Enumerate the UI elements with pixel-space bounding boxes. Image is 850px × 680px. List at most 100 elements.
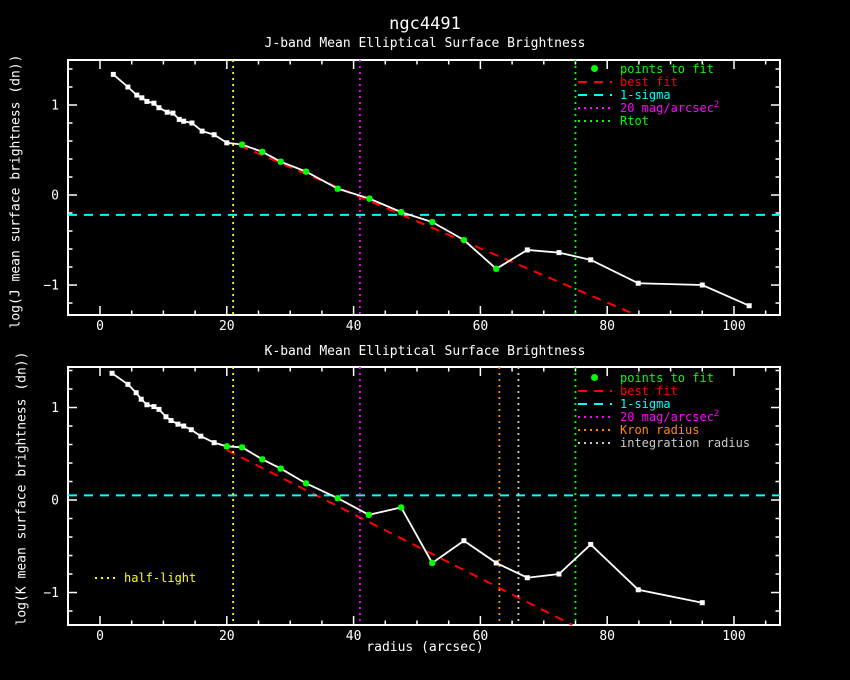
surface-brightness-profile-marker — [151, 100, 157, 106]
20-mag-arcsec-dotted-sample — [578, 410, 612, 423]
surface-brightness-profile-marker — [125, 84, 131, 90]
surface-brightness-profile-marker — [588, 541, 594, 547]
points-to-fit-dot-sample — [578, 371, 612, 384]
surface-brightness-profile-marker — [635, 587, 641, 593]
page-title: ngc4491 — [389, 14, 461, 34]
points-to-fit-marker — [493, 265, 500, 273]
legend-item-rtot: Rtot — [578, 113, 719, 128]
y-tick-label: 1 — [51, 401, 59, 416]
legend-item-best-fit: best fit — [578, 75, 719, 89]
points-to-fit-marker — [238, 444, 246, 451]
surface-brightness-profile-marker — [224, 140, 230, 146]
surface-brightness-profile-marker — [168, 417, 174, 423]
x-tick-label: 100 — [722, 319, 745, 334]
kband-panel-title: K-band Mean Elliptical Surface Brightnes… — [264, 344, 586, 359]
legend-label: Rtot — [620, 113, 649, 128]
surface-brightness-profile-marker — [461, 538, 467, 544]
y-tick-label: 0 — [51, 189, 59, 204]
legend-label-superscript: 2 — [713, 408, 720, 419]
surface-brightness-profile-marker — [699, 600, 705, 606]
surface-brightness-profile-marker — [138, 396, 144, 402]
surface-brightness-profile-marker — [199, 128, 205, 134]
legend-item-best-fit: best fit — [578, 384, 750, 398]
y-tick-label: −1 — [43, 586, 59, 601]
legend-label: points to fit — [620, 61, 714, 76]
x-tick-label: 60 — [473, 629, 489, 644]
x-tick-label: 80 — [599, 629, 615, 644]
surface-brightness-profile-marker — [125, 381, 131, 387]
points-to-fit-marker — [277, 465, 284, 472]
surface-brightness-profile-marker — [211, 132, 217, 138]
surface-brightness-profile-marker — [493, 560, 499, 566]
20-mag-arcsec-dotted-sample — [578, 101, 612, 114]
y-tick-label: 1 — [51, 99, 59, 114]
surface-brightness-profile-marker — [181, 423, 187, 429]
legend-item-1-sigma: 1-sigma — [578, 396, 750, 411]
best-fit-line — [226, 449, 573, 626]
kron-radius-dotted-sample — [578, 423, 612, 436]
points-to-fit-marker — [334, 185, 341, 192]
surface-brightness-profile-marker — [163, 414, 169, 420]
surface-brightness-profile-marker — [524, 247, 530, 253]
kband-legend: points to fit best fit 1-sigma 20 mag/arcse… — [578, 370, 751, 450]
plot-frame — [67, 59, 781, 316]
legend-item-20-mag-arcsec: 20 mag/arcsec2 — [578, 408, 750, 424]
points-to-fit-marker — [238, 141, 246, 148]
surface-brightness-profile-marker — [524, 575, 530, 581]
rtot-dotted-sample — [578, 114, 612, 127]
surface-brightness-profile-marker — [134, 92, 140, 98]
jband-y-axis-label: log(J mean surface brightness (dn)) — [8, 54, 24, 329]
points-to-fit-marker — [259, 148, 266, 156]
legend-label: integration radius — [620, 435, 751, 450]
points-to-fit-marker — [302, 168, 310, 175]
legend-item-points-to-fit: points to fit — [578, 370, 750, 385]
x-tick-label: 80 — [599, 319, 615, 334]
legend-label: Kron radius — [620, 422, 700, 437]
legend-item-kron-radius: Kron radius — [578, 422, 750, 437]
legend-label: 20 mag/arcsec2 — [620, 408, 720, 424]
legend-label: 1-sigma — [620, 396, 671, 411]
surface-brightness-profile-marker — [109, 370, 115, 376]
legend-label: 20 mag/arcsec2 — [620, 99, 720, 115]
surface-brightness-profile-marker — [144, 402, 150, 408]
surface-brightness-profile-marker — [164, 109, 170, 115]
panel-0: 0 20 40 60 80 100 −1 0 1 — [43, 59, 781, 334]
best-fit-dashed-sample — [578, 75, 612, 88]
legend-item-points-to-fit: points to fit — [578, 61, 719, 76]
x-tick-label: 20 — [219, 319, 235, 334]
x-tick-label: 0 — [96, 629, 104, 644]
legend-label: 1-sigma — [620, 87, 671, 102]
points-to-fit-marker — [223, 443, 231, 450]
surface-brightness-profile-marker — [170, 110, 176, 116]
surface-brightness-profile-marker — [175, 421, 181, 427]
best-fit-dashed-sample — [578, 384, 612, 397]
legend-label-superscript: 2 — [713, 99, 720, 110]
surface-brightness-profile-marker — [556, 571, 562, 577]
points-to-fit-marker — [366, 195, 373, 202]
surface-brightness-profile-marker — [139, 95, 145, 101]
surface-brightness-profile-marker — [635, 280, 641, 286]
points-to-fit-marker — [259, 456, 266, 463]
half-light-legend: half-light — [95, 571, 196, 585]
y-tick-label: −1 — [43, 279, 59, 294]
jband-legend: points to fit best fit 1-sigma 20 mag/arcse… — [578, 61, 720, 128]
surface-brightness-profile-marker — [144, 98, 150, 104]
surface-brightness-profile-marker — [588, 257, 594, 263]
surface-brightness-profile-marker — [211, 440, 217, 446]
points-to-fit-marker — [429, 218, 436, 226]
panel-1: 0 20 40 60 80 100 −1 0 1 — [43, 366, 781, 644]
legend-item-20-mag-arcsec: 20 mag/arcsec2 — [578, 99, 720, 115]
surface-brightness-profile-marker — [188, 427, 194, 433]
surface-brightness-profile-marker — [746, 303, 752, 309]
x-axis-label: radius (arcsec) — [366, 640, 484, 655]
surface-brightness-profile-marker — [699, 282, 705, 288]
points-to-fit-marker — [397, 208, 405, 216]
legend-item-integration-radius: integration radius — [578, 435, 751, 450]
surface-brightness-profile-marker — [156, 406, 162, 412]
x-tick-label: 20 — [219, 629, 235, 644]
points-to-fit-marker — [365, 511, 373, 519]
legend-label: points to fit — [620, 370, 714, 385]
legend-item-half-light: half-light — [95, 571, 196, 585]
surface-brightness-profile-marker — [198, 433, 204, 439]
